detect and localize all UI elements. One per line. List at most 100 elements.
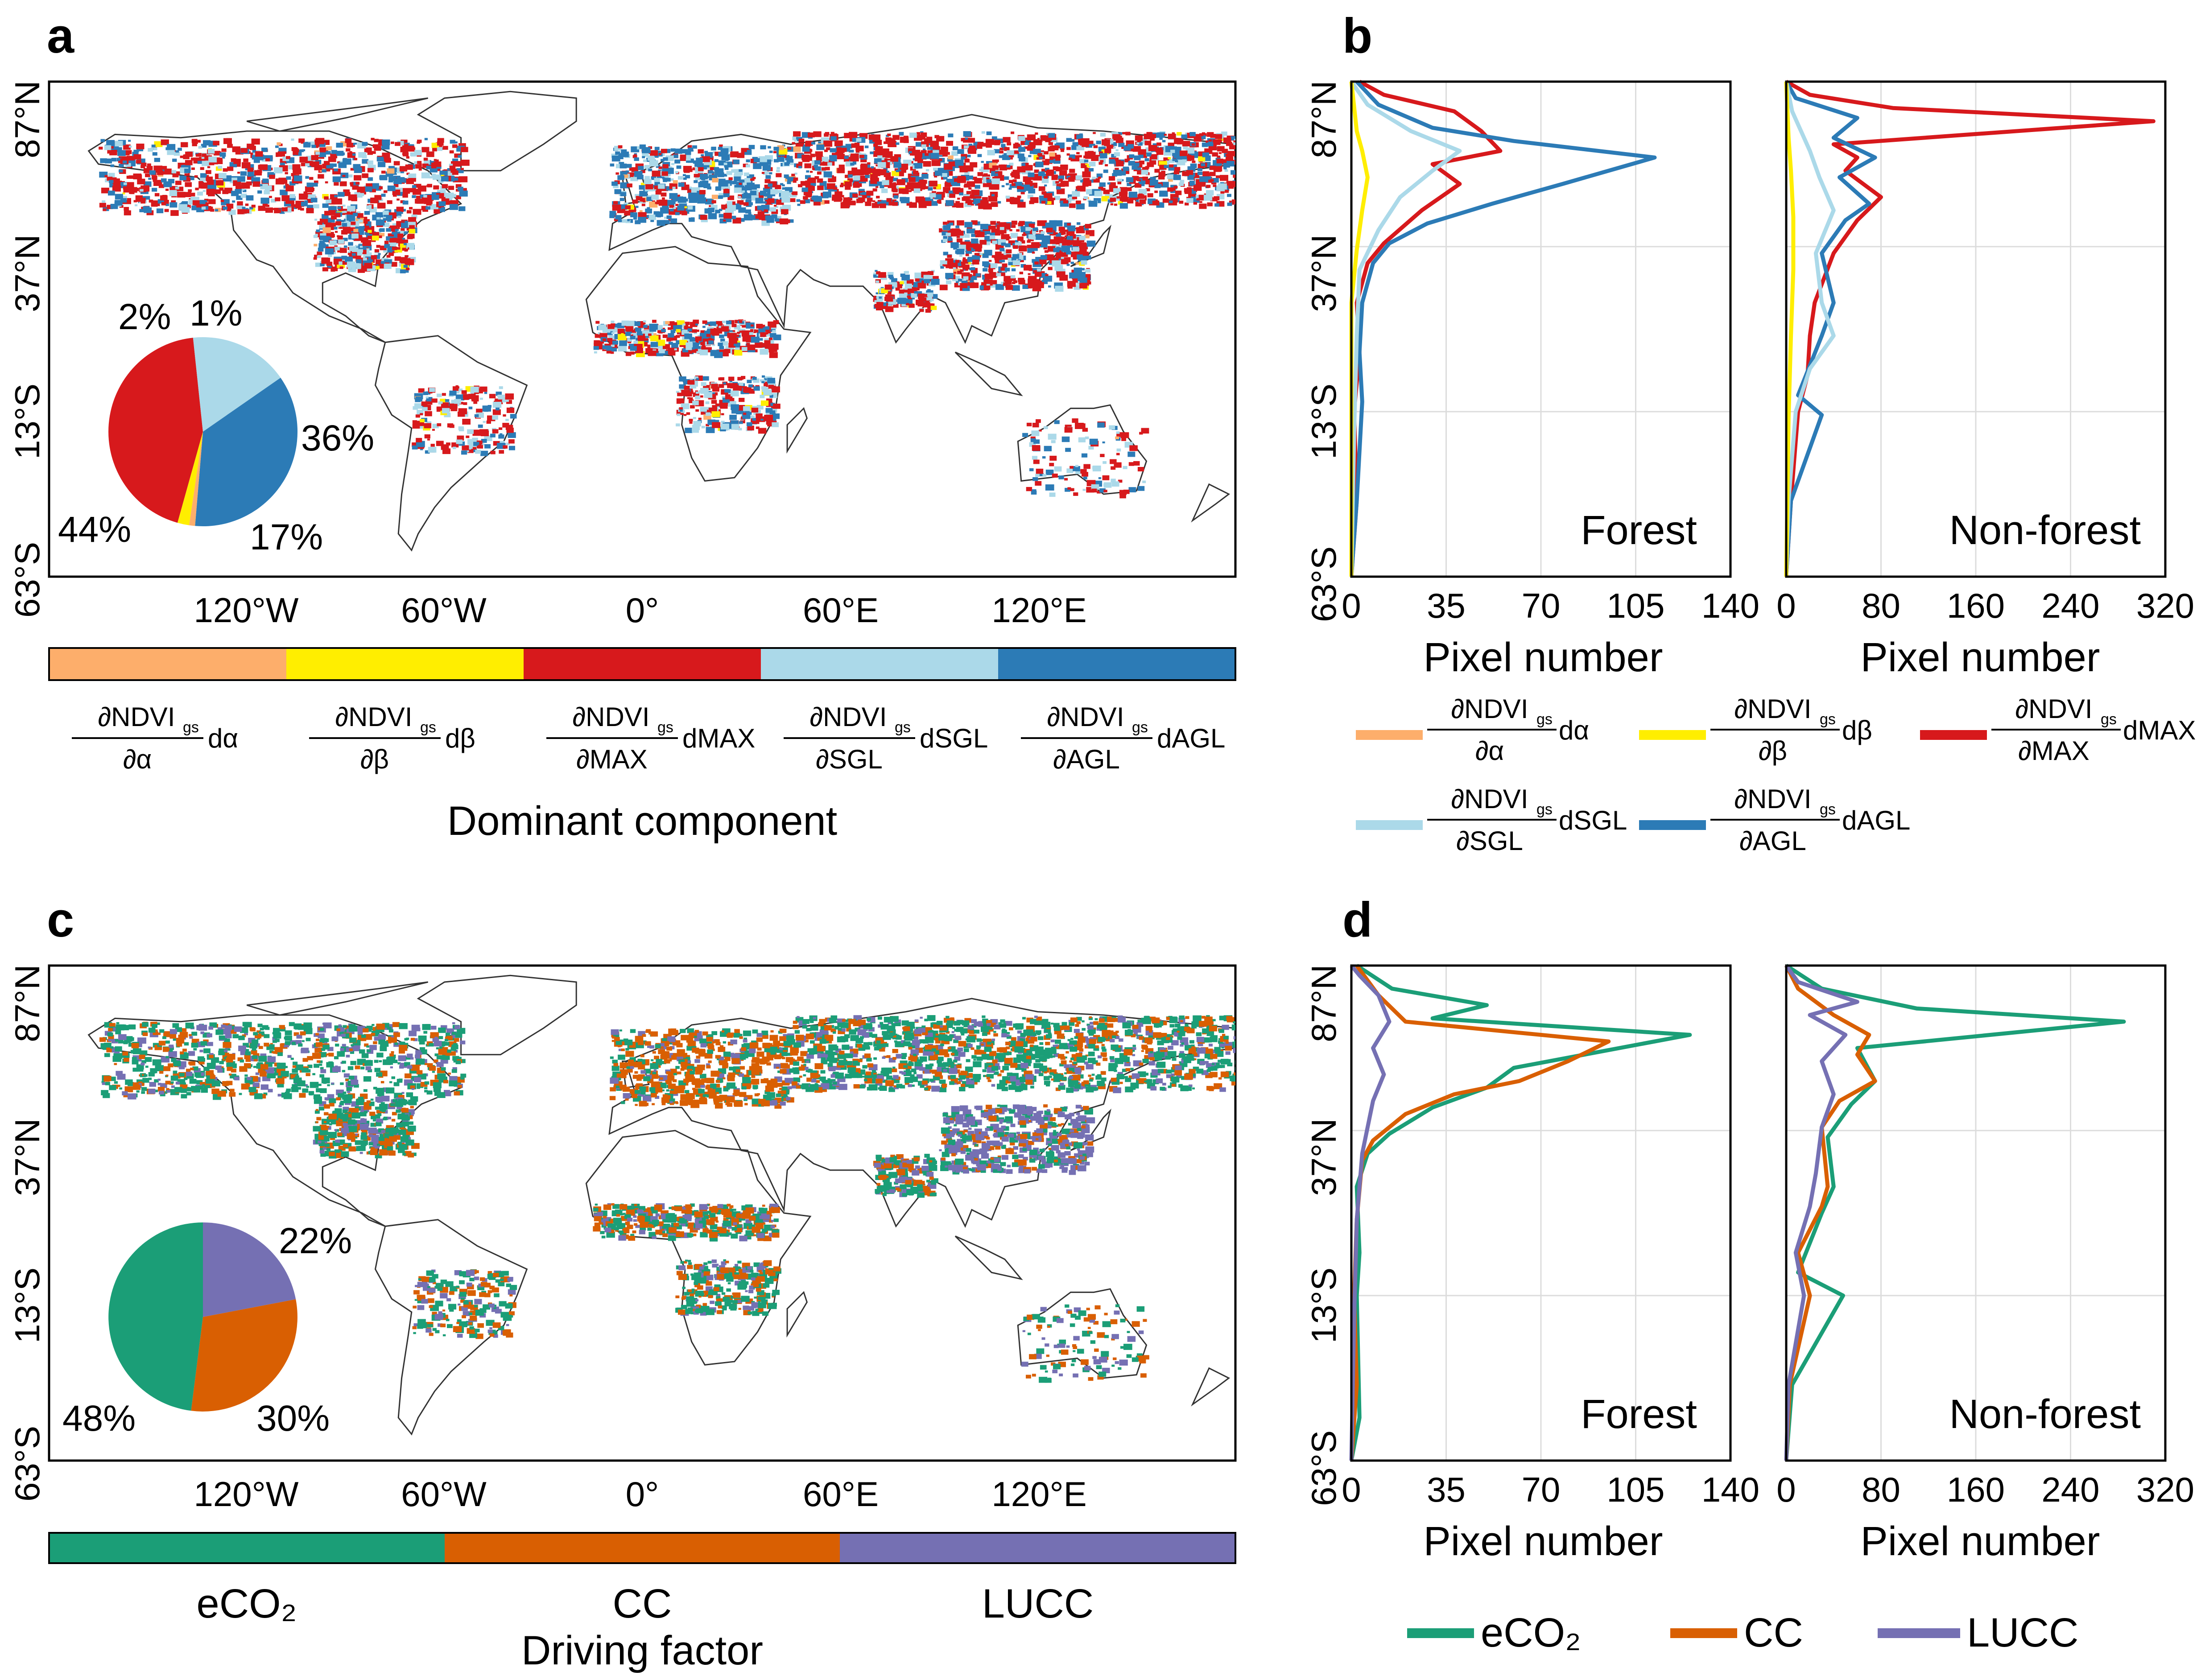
map-pixel (1091, 484, 1099, 490)
map-pixel (1028, 188, 1036, 194)
map-pixel (393, 161, 400, 165)
map-pixel (330, 153, 338, 158)
map-pixel (956, 249, 965, 255)
map-pixel (958, 263, 966, 268)
map-pixel (198, 146, 202, 149)
map-pixel (341, 230, 348, 235)
map-pixel (178, 204, 187, 211)
map-pixel (1073, 255, 1079, 260)
map-pixel (1111, 154, 1116, 157)
map-pixel (436, 441, 444, 446)
map-pixel (1072, 278, 1077, 282)
map-pixel (449, 204, 458, 210)
map-pixel (712, 422, 721, 428)
map-pixel (351, 233, 359, 239)
map-pixel (167, 149, 175, 155)
map-pixel (798, 138, 805, 143)
map-pixel (1187, 187, 1192, 190)
map-pixel (169, 1046, 174, 1050)
map-pixel (688, 158, 694, 163)
map-pixel (956, 281, 959, 283)
map-pixel (1178, 182, 1184, 186)
map-pixel (128, 175, 134, 179)
map-pixel (725, 210, 731, 214)
map-pixel (156, 1022, 160, 1025)
map-pixel (1226, 161, 1235, 167)
map-pixel (801, 187, 808, 192)
map-pixel (691, 349, 697, 353)
map-pixel (1186, 170, 1193, 175)
map-pixel (188, 189, 192, 192)
map-pixel (721, 423, 729, 429)
map-pixel (1067, 487, 1071, 490)
map-pixel (1100, 160, 1104, 163)
map-pixel (508, 446, 515, 450)
map-pixel (621, 320, 629, 326)
map-pixel (957, 271, 962, 274)
map-pixel (635, 327, 641, 332)
map-pixel (468, 394, 476, 399)
map-pixel (988, 268, 993, 272)
map-pixel (834, 140, 843, 146)
map-pixel (697, 197, 706, 204)
map-pixel (643, 320, 646, 322)
map-pixel (458, 176, 468, 182)
map-pixel (413, 184, 419, 188)
map-pixel (1078, 155, 1082, 157)
map-pixel (1152, 143, 1157, 147)
map-pixel (201, 206, 206, 210)
map-pixel (1111, 481, 1119, 487)
map-pixel (808, 155, 813, 159)
map-pixel (939, 285, 948, 290)
map-pixel (614, 189, 622, 194)
map-pixel (675, 204, 679, 206)
map-pixel (1029, 442, 1036, 447)
map-pixel (251, 1050, 257, 1055)
map-pixel (737, 332, 740, 334)
map-pixel (694, 180, 698, 183)
map-pixel (1052, 260, 1061, 267)
map-pixel (818, 200, 825, 205)
map-pixel (207, 184, 217, 190)
map-pixel (1056, 186, 1061, 190)
map-pixel (442, 448, 451, 454)
pie-slice-0 (108, 338, 203, 523)
map-pixel (1206, 176, 1211, 180)
map-pixel (988, 260, 992, 262)
map-pixel (999, 227, 1004, 230)
map-pixel (961, 154, 967, 159)
map-pixel (1089, 438, 1098, 445)
map-pixel (1099, 182, 1106, 187)
map-pixel (300, 208, 304, 211)
map-pixel (484, 444, 491, 449)
map-pixel (768, 146, 771, 149)
map-pixel (110, 204, 118, 209)
map-pixel (460, 188, 467, 193)
map-pixel (306, 208, 314, 214)
map-pixel (700, 342, 705, 345)
map-pixel (980, 223, 988, 230)
map-pixel (280, 162, 285, 166)
map-pixel (832, 153, 837, 157)
map-pixel (1003, 282, 1008, 285)
map-pixel (383, 218, 387, 221)
map-pixel (1032, 489, 1036, 493)
map-pixel (968, 144, 973, 147)
map-pixel (1065, 229, 1069, 232)
map-pixel (994, 149, 1000, 153)
map-pixel (1222, 149, 1228, 153)
map-pixel (804, 163, 812, 169)
map-pixel (258, 165, 264, 169)
map-pixel (752, 215, 759, 220)
map-pixel (1055, 285, 1064, 292)
map-pixel (1040, 273, 1047, 278)
map-pixel (945, 170, 953, 176)
map-pixel (982, 261, 989, 266)
map-pixel (668, 342, 673, 345)
map-pixel (1041, 178, 1049, 183)
map-pixel (742, 194, 749, 199)
map-pixel (1017, 166, 1026, 173)
map-pixel (637, 146, 642, 150)
map-pixel (316, 229, 320, 232)
map-pixel (924, 279, 930, 284)
